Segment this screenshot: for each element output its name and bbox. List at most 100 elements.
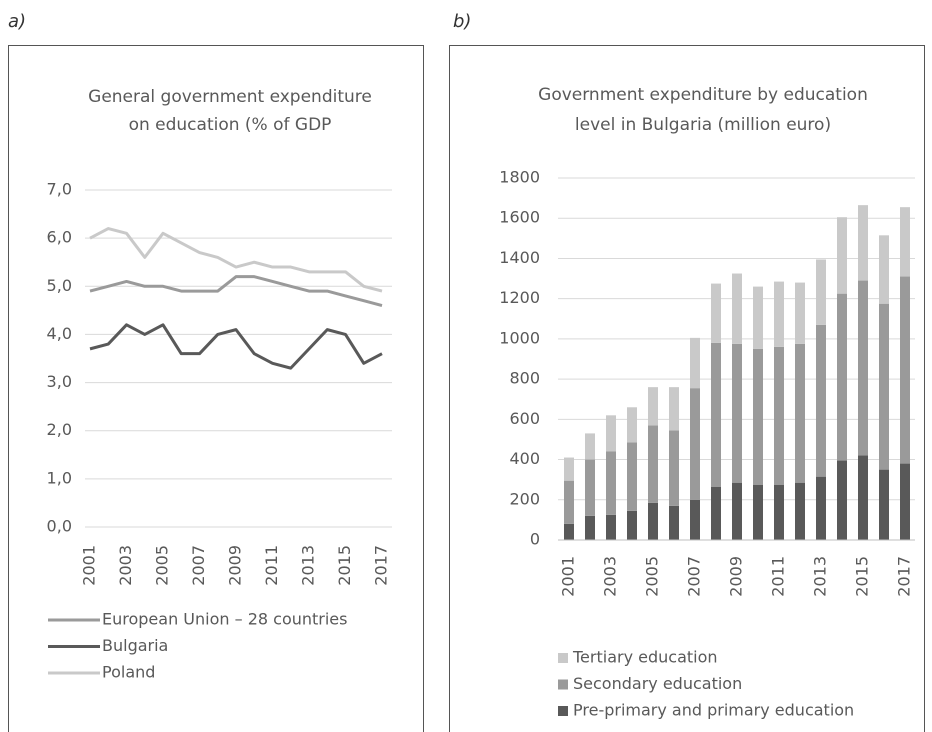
x-tick-label: 2009 — [226, 545, 245, 586]
legend-label: Pre-primary and primary education — [573, 701, 854, 720]
y-tick-label: 400 — [509, 449, 540, 468]
bar-segment — [879, 303, 889, 470]
chart-title: General government expenditure — [88, 87, 372, 107]
y-tick-label: 1,0 — [47, 468, 72, 487]
bar-segment — [879, 235, 889, 304]
bar-segment — [711, 283, 721, 343]
legend-label: Secondary education — [573, 674, 742, 693]
bar-segment — [774, 346, 784, 485]
bar-segment — [837, 460, 847, 540]
bar-segment — [795, 482, 805, 540]
y-tick-label: 0 — [530, 530, 540, 549]
legend-label: Poland — [102, 663, 155, 682]
bar-segment — [816, 324, 826, 477]
x-tick-label: 2017 — [372, 545, 391, 586]
y-tick-label: 4,0 — [47, 324, 72, 343]
bar-segment — [732, 343, 742, 483]
bar-segment — [711, 486, 721, 540]
line-series — [89, 323, 383, 370]
x-tick-label: 2009 — [727, 556, 746, 597]
x-tick-label: 2005 — [643, 556, 662, 597]
x-tick-label: 2013 — [811, 556, 830, 597]
bar-segment — [606, 415, 616, 452]
bar-segment — [753, 484, 763, 540]
y-tick-label: 6,0 — [47, 228, 72, 247]
bar-segment — [753, 348, 763, 485]
bar-segment — [816, 476, 826, 540]
chart-title: on education (% of GDP — [129, 115, 332, 135]
x-tick-label: 2003 — [116, 545, 135, 586]
line-series — [89, 227, 383, 293]
line-series — [89, 275, 383, 307]
bar-segment — [627, 407, 637, 443]
bar-segment — [606, 514, 616, 540]
bar-segment — [627, 510, 637, 540]
y-tick-label: 5,0 — [47, 276, 72, 295]
bar-segment — [627, 442, 637, 511]
legend-swatch — [558, 706, 568, 716]
bar-segment — [711, 342, 721, 487]
y-tick-label: 2,0 — [47, 420, 72, 439]
x-tick-label: 2001 — [559, 556, 578, 597]
y-tick-label: 0,0 — [47, 517, 72, 536]
x-tick-label: 2017 — [895, 556, 914, 597]
y-tick-label: 1600 — [499, 208, 540, 227]
legend-label: Bulgaria — [102, 636, 168, 655]
y-tick-label: 600 — [509, 409, 540, 428]
bar-segment — [753, 286, 763, 349]
bar-segment — [585, 433, 595, 460]
bar-segment — [795, 282, 805, 344]
panel-frame — [8, 45, 424, 732]
panel-label: b) — [453, 11, 471, 32]
bar-segment — [858, 280, 868, 456]
bar-segment — [648, 425, 658, 503]
y-tick-label: 1200 — [499, 288, 540, 307]
y-tick-label: 3,0 — [47, 372, 72, 391]
bar-segment — [879, 469, 889, 540]
x-tick-label: 2007 — [189, 545, 208, 586]
bar-segment — [648, 387, 658, 426]
bar-segment — [690, 499, 700, 540]
bar-segment — [564, 457, 574, 481]
bar-segment — [858, 205, 868, 281]
bar-segment — [837, 293, 847, 461]
x-tick-label: 2013 — [299, 545, 318, 586]
legend-label: European Union – 28 countries — [102, 610, 347, 629]
bar-segment — [606, 451, 616, 515]
x-tick-label: 2003 — [601, 556, 620, 597]
bar-segment — [837, 217, 847, 294]
bar-segment — [564, 480, 574, 524]
bar-segment — [732, 482, 742, 540]
x-tick-label: 2007 — [685, 556, 704, 597]
bar-segment — [795, 343, 805, 483]
y-tick-label: 1400 — [499, 248, 540, 267]
bar-segment — [669, 387, 679, 431]
bar-segment — [774, 281, 784, 347]
x-tick-label: 2015 — [335, 545, 354, 586]
bar-segment — [648, 502, 658, 540]
x-tick-label: 2015 — [853, 556, 872, 597]
bar-segment — [669, 505, 679, 540]
bar-segment — [900, 276, 910, 464]
bar-segment — [858, 455, 868, 540]
y-tick-label: 7,0 — [47, 180, 72, 199]
bar-segment — [900, 207, 910, 277]
y-tick-label: 1800 — [499, 168, 540, 187]
legend-swatch — [558, 653, 568, 663]
legend-swatch — [558, 679, 568, 690]
x-tick-label: 2011 — [769, 556, 788, 597]
y-tick-label: 1000 — [499, 328, 540, 347]
chart-title: Government expenditure by education — [538, 85, 868, 105]
bar-segment — [564, 523, 574, 540]
bar-segment — [669, 430, 679, 506]
bar-segment — [690, 388, 700, 500]
x-tick-label: 2011 — [262, 545, 281, 586]
bar-segment — [690, 337, 700, 389]
legend-label: Tertiary education — [572, 648, 718, 667]
x-tick-label: 2005 — [153, 545, 172, 586]
y-tick-label: 200 — [509, 489, 540, 508]
panel-frame — [449, 45, 925, 732]
bar-segment — [774, 484, 784, 540]
y-tick-label: 800 — [509, 369, 540, 388]
